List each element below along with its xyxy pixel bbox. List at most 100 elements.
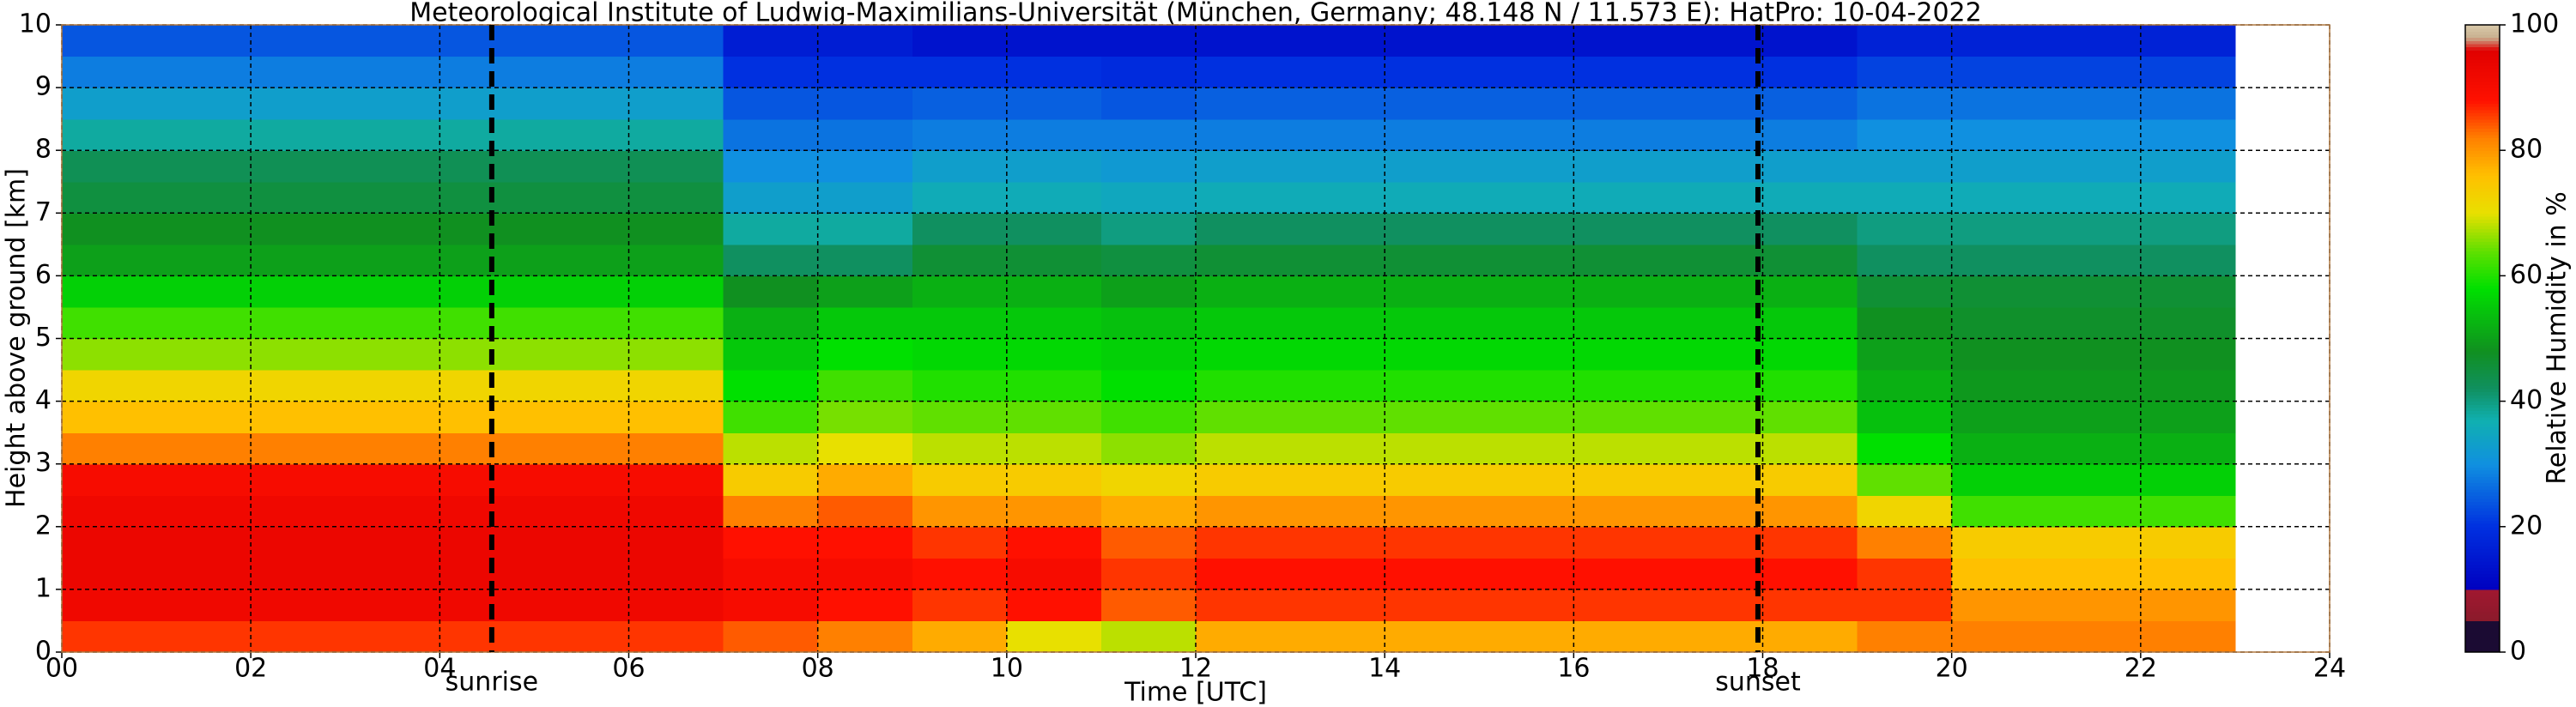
- heatmap-cell: [1385, 275, 1480, 308]
- heatmap-cell: [439, 495, 536, 528]
- x-tick-label: 18: [1746, 654, 1779, 684]
- heatmap-cell: [1196, 181, 1291, 214]
- heatmap-cell: [156, 181, 252, 214]
- y-tick-label: 3: [35, 448, 52, 478]
- heatmap-cell: [439, 463, 536, 496]
- heatmap-cell: [1668, 213, 1764, 245]
- colorbar-segment: [2465, 209, 2500, 214]
- colorbar-segment: [2465, 595, 2500, 600]
- heatmap-cell: [1196, 463, 1291, 496]
- heatmap-cell: [1196, 432, 1291, 465]
- heatmap-cell: [912, 338, 1008, 371]
- heatmap-cell: [62, 401, 157, 433]
- heatmap-cell: [1006, 56, 1102, 88]
- heatmap-cell: [1762, 432, 1858, 465]
- heatmap-cell: [1857, 275, 1953, 308]
- heatmap-cell: [439, 620, 536, 653]
- heatmap-cell: [156, 589, 252, 622]
- heatmap-cell: [817, 181, 913, 214]
- heatmap-cell: [1762, 401, 1858, 433]
- heatmap-cell: [1290, 88, 1385, 120]
- x-tick-label: 20: [1936, 654, 1968, 684]
- heatmap-cell: [1762, 213, 1858, 245]
- heatmap-cell: [1668, 150, 1764, 183]
- heatmap-cell: [1857, 181, 1953, 214]
- heatmap-cell: [1857, 306, 1953, 340]
- colorbar-segment: [2465, 401, 2500, 405]
- colorbar-segment: [2465, 423, 2500, 427]
- heatmap-cell: [1573, 463, 1670, 496]
- colorbar-segment: [2465, 357, 2500, 361]
- heatmap-cell: [628, 244, 724, 276]
- heatmap-cell: [817, 150, 913, 183]
- heatmap-cell: [1857, 244, 1953, 276]
- colorbar-segment: [2465, 607, 2500, 613]
- heatmap-cell: [1006, 558, 1102, 590]
- heatmap-cell: [2046, 432, 2142, 465]
- colorbar-segment: [2465, 558, 2500, 562]
- heatmap-cell: [156, 150, 252, 183]
- heatmap-cell: [534, 150, 630, 183]
- colorbar-segment: [2465, 106, 2500, 111]
- heatmap-cell: [251, 370, 346, 402]
- heatmap-cell: [62, 495, 157, 528]
- heatmap-cell: [534, 275, 630, 308]
- heatmap-cell: [1006, 275, 1102, 308]
- heatmap-cell: [251, 88, 346, 120]
- colorbar-segment: [2465, 420, 2500, 424]
- heatmap-cell: [1668, 495, 1764, 528]
- colorbar-segment: [2465, 626, 2500, 631]
- colorbar-segment: [2465, 451, 2500, 456]
- heatmap-cell: [1290, 620, 1385, 653]
- heatmap-cell: [2046, 620, 2142, 653]
- colorbar-segment: [2465, 134, 2500, 139]
- colorbar-segment: [2465, 190, 2500, 195]
- heatmap-cell: [723, 181, 819, 214]
- heatmap-cell: [628, 88, 724, 120]
- heatmap-cell: [817, 589, 913, 622]
- heatmap-cell: [439, 338, 536, 371]
- heatmap-cell: [439, 213, 536, 245]
- colorbar-segment: [2465, 184, 2500, 189]
- heatmap-cell: [1385, 432, 1480, 465]
- heatmap-cell: [534, 463, 630, 496]
- heatmap-cell: [1479, 213, 1574, 245]
- colorbar-segment: [2465, 385, 2500, 390]
- heatmap-cell: [2046, 150, 2142, 183]
- colorbar-segment: [2465, 617, 2500, 622]
- heatmap-cell: [1385, 495, 1480, 528]
- colorbar-segment: [2465, 310, 2500, 314]
- colorbar-segment: [2465, 172, 2500, 177]
- heatmap-cell: [156, 275, 252, 308]
- colorbar-segment: [2465, 128, 2500, 132]
- colorbar-segment: [2465, 395, 2500, 399]
- heatmap-cell: [1857, 589, 1953, 622]
- heatmap-cell: [2140, 495, 2236, 528]
- heatmap-cell: [1479, 463, 1574, 496]
- colorbar-segment: [2465, 103, 2500, 107]
- heatmap-cell: [1573, 526, 1670, 559]
- heatmap-cell: [1100, 118, 1197, 151]
- colorbar-segment: [2465, 552, 2500, 556]
- heatmap-cell: [2046, 338, 2142, 371]
- heatmap-cell: [156, 463, 252, 496]
- heatmap-cell: [1479, 495, 1574, 528]
- y-tick-label: 10: [19, 9, 52, 39]
- heatmap-cell: [1196, 275, 1291, 308]
- heatmap-cell: [1857, 432, 1953, 465]
- heatmap-cell: [1385, 620, 1480, 653]
- heatmap-cell: [628, 495, 724, 528]
- heatmap-cell: [251, 306, 346, 340]
- colorbar-segment: [2465, 219, 2500, 223]
- colorbar-segment: [2465, 178, 2500, 183]
- heatmap-cell: [1479, 181, 1574, 214]
- heatmap-cell: [1479, 558, 1574, 590]
- colorbar-segment: [2465, 583, 2500, 587]
- heatmap-cell: [251, 275, 346, 308]
- heatmap-cell: [628, 463, 724, 496]
- heatmap-cell: [345, 213, 440, 245]
- colorbar-segment: [2465, 473, 2500, 477]
- heatmap-cell: [817, 526, 913, 559]
- heatmap-cell: [534, 526, 630, 559]
- colorbar-segment: [2465, 247, 2500, 251]
